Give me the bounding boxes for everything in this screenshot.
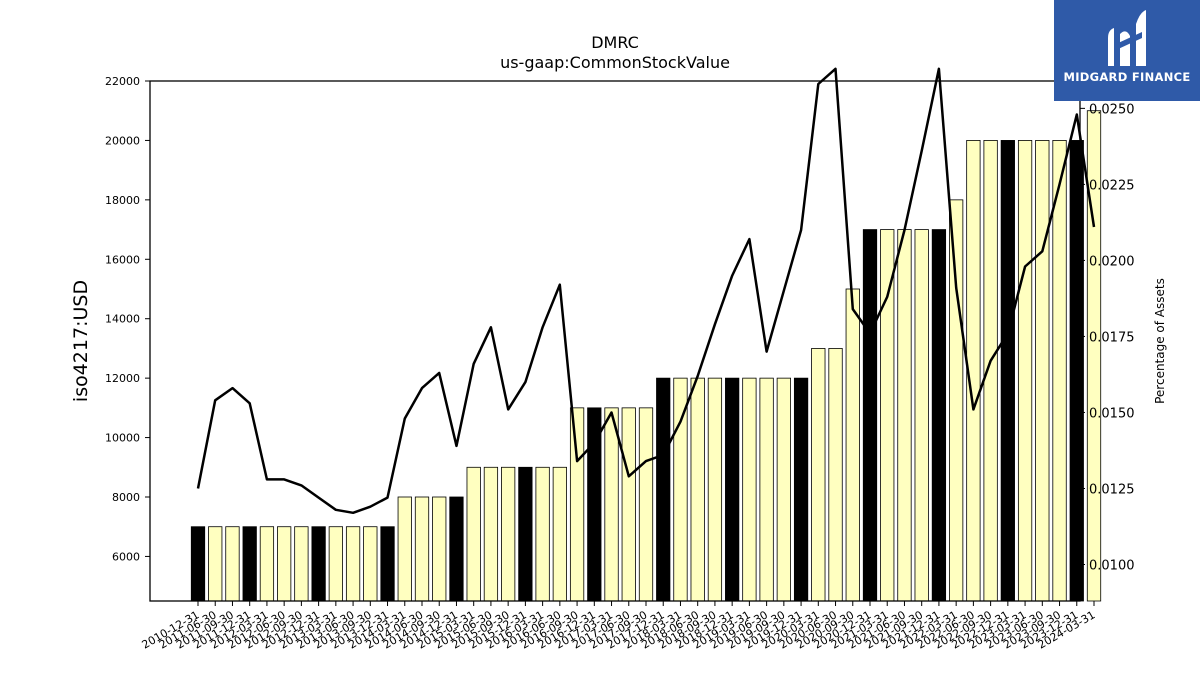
bar-2019-06-30 (759, 377, 774, 602)
bar-2021-06-30 (897, 229, 912, 602)
bar-2013-06-30 (345, 526, 361, 602)
bar-2023-09-30 (1052, 140, 1067, 602)
bar-2011-12-31 (242, 526, 257, 602)
bar-2015-09-30 (501, 466, 516, 602)
bar-2017-03-31 (604, 407, 619, 602)
y-tick-label: 8000 (112, 491, 140, 504)
bar-2014-03-31 (397, 496, 412, 602)
bar-2022-12-31 (1000, 140, 1015, 602)
bar-2018-06-30 (690, 377, 705, 602)
y-tick-label: 10000 (105, 432, 140, 445)
bar-2012-12-31 (311, 526, 326, 602)
bar-2011-06-30 (208, 526, 223, 602)
y2-tick-label: 0.0175 (1089, 330, 1135, 345)
bar-2010-12-31 (190, 526, 206, 602)
bar-2020-03-31 (811, 348, 826, 602)
y2-tick-label: 0.0100 (1089, 559, 1135, 574)
bar-2020-09-30 (845, 288, 860, 602)
bar-2016-06-30 (552, 466, 567, 602)
bar-2016-09-30 (569, 407, 585, 602)
y2-tick-label: 0.0250 (1089, 102, 1135, 117)
plot-frame (149, 80, 1081, 602)
bar-2019-12-31 (793, 377, 809, 602)
bar-2019-03-31 (742, 377, 757, 602)
bar-2017-06-30 (621, 407, 636, 602)
y-tick-label: 16000 (105, 253, 140, 266)
bar-2013-09-30 (363, 526, 378, 602)
bar-2023-03-31 (1017, 140, 1033, 602)
bar-2018-12-31 (725, 377, 740, 602)
bar-2021-12-31 (931, 229, 947, 602)
y2-axis-label: Percentage of Assets (1153, 278, 1167, 404)
bar-2014-09-30 (432, 496, 447, 602)
chart-title: DMRC (591, 33, 639, 52)
percentage-line (196, 67, 1096, 515)
bar-2022-03-31 (949, 199, 964, 602)
bar-2021-09-30 (914, 229, 929, 602)
bar-2020-06-30 (828, 348, 843, 602)
bar-2015-12-31 (518, 466, 533, 602)
bar-2020-12-31 (862, 229, 878, 602)
y-tick-label: 6000 (112, 550, 140, 563)
y2-tick-label: 0.0125 (1089, 482, 1135, 497)
bar-2013-03-31 (328, 526, 343, 602)
bar-2014-12-31 (449, 496, 464, 602)
y-tick-label: 22000 (105, 75, 140, 88)
bar-2012-09-30 (294, 526, 309, 602)
midgard-logo-icon (1108, 10, 1146, 66)
y-tick-label: 20000 (105, 134, 140, 147)
bar-2011-09-30 (225, 526, 240, 602)
y-tick-label: 18000 (105, 194, 140, 207)
y-tick-label: 14000 (105, 313, 140, 326)
midgard-logo: MIDGARD FINANCE (1054, 0, 1200, 101)
bar-2023-06-30 (1035, 140, 1050, 602)
bar-2012-03-31 (259, 526, 275, 602)
bar-2017-09-30 (638, 407, 654, 602)
y2-tick-label: 0.0150 (1089, 406, 1135, 421)
bar-2017-12-31 (656, 377, 671, 602)
bar-2016-03-31 (535, 466, 550, 602)
y-tick-label: 12000 (105, 372, 140, 385)
bar-2021-03-31 (880, 229, 895, 602)
bar-2019-09-30 (776, 377, 791, 602)
y2-tick-label: 0.0200 (1089, 254, 1135, 269)
bar-2023-12-31 (1069, 140, 1084, 602)
y-axis-label: iso4217:USD (70, 280, 92, 402)
logo-text: MIDGARD FINANCE (1063, 70, 1191, 84)
bar-2015-03-31 (466, 466, 481, 602)
bar-2014-06-30 (414, 496, 430, 602)
chart-subtitle: us-gaap:CommonStockValue (500, 53, 730, 72)
bar-2013-12-31 (380, 526, 395, 602)
bar-2015-06-30 (483, 466, 499, 602)
y2-tick-label: 0.0225 (1089, 178, 1135, 193)
bar-2012-06-30 (277, 526, 292, 602)
bar-2018-09-30 (707, 377, 723, 602)
